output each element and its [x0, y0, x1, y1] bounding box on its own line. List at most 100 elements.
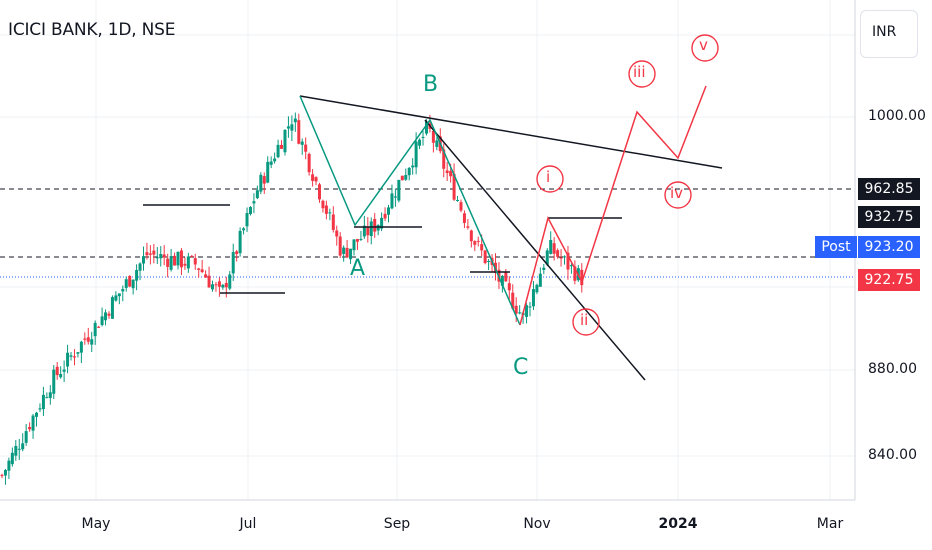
candle-body [245, 213, 249, 227]
drawings [143, 85, 723, 381]
candle-body [311, 174, 315, 181]
candle-body [404, 174, 408, 180]
candle-body [259, 174, 263, 192]
candle-body [573, 266, 577, 281]
candle-body [211, 284, 215, 290]
candle-body [424, 121, 428, 134]
candle-body [176, 251, 180, 266]
candle-body [62, 369, 66, 372]
chart-title: ICICI BANK, 1D, NSE [8, 20, 176, 40]
candle-body [224, 282, 228, 288]
candle-body [373, 218, 377, 232]
candle-body [48, 392, 52, 398]
candle-body [280, 144, 284, 149]
currency-button[interactable] [860, 10, 918, 58]
candle-body [121, 289, 125, 292]
impulse-wave [519, 85, 707, 326]
candle-body [35, 412, 39, 417]
candle-body [242, 228, 246, 231]
candle-body [383, 213, 387, 219]
candle-body [104, 312, 108, 321]
abc-wave [299, 95, 521, 326]
candle-body [580, 269, 584, 286]
candle-body [255, 190, 259, 199]
candle-body [3, 469, 7, 476]
wave-label-iii: iii [633, 63, 646, 81]
candle-body [304, 144, 308, 152]
candle-body [563, 256, 567, 258]
candle-body [66, 352, 70, 367]
candle-body [414, 141, 418, 168]
candle-body [407, 167, 411, 176]
candle-body [480, 244, 484, 251]
candle-body [273, 158, 277, 162]
candle-body [355, 239, 359, 242]
candle-body [442, 149, 446, 169]
candle-body [514, 305, 518, 314]
candle-body [566, 252, 570, 270]
candle-body [321, 200, 325, 209]
candle-body [10, 452, 14, 465]
candle-body [418, 139, 422, 146]
candle-body [300, 141, 304, 145]
time-tick-2024: 2024 [658, 516, 698, 532]
candle-body [538, 273, 542, 287]
candle-body [69, 355, 73, 357]
time-tick-may: May [81, 516, 111, 532]
candle-body [124, 279, 128, 288]
candle-body [262, 176, 266, 184]
candle-body [362, 225, 366, 237]
candle-body [376, 225, 380, 231]
time-tick-sep: Sep [383, 516, 411, 532]
candle-body [431, 130, 435, 143]
time-tick-jul: Jul [239, 516, 257, 532]
horizontal-levels [0, 188, 855, 278]
candle-body [290, 124, 294, 131]
candle-body [483, 250, 487, 264]
candle-body [141, 256, 145, 264]
candle-body [90, 339, 94, 345]
candle-body [173, 255, 177, 266]
candle-body [24, 431, 28, 443]
candle-body [200, 269, 204, 273]
wave-label-C: C [513, 355, 529, 380]
candle-body [28, 426, 32, 430]
candle-body [179, 250, 183, 268]
candle-body [317, 184, 321, 200]
level-badge-932[interactable]: 932.75 [858, 206, 920, 228]
candle-body [335, 230, 339, 237]
candle-body [390, 193, 394, 209]
down-trendline [424, 119, 646, 381]
price-tick-1000: 1000.00 [868, 108, 926, 124]
candle-body [231, 252, 235, 274]
currency-label: INR [872, 24, 897, 40]
candle-body [511, 292, 515, 309]
candle-body [214, 284, 218, 286]
candle-body [252, 201, 256, 204]
candle-body [145, 252, 149, 256]
post-price-badge: 923.20 [858, 236, 920, 258]
candle-body [83, 338, 87, 340]
resistance-trendline [299, 95, 723, 169]
time-tick-nov: Nov [523, 516, 551, 532]
candle-body [114, 295, 118, 301]
candle-body [100, 316, 104, 326]
candle-body [331, 214, 335, 230]
candle-body [269, 161, 273, 165]
candle-body [7, 460, 11, 471]
candle-body [452, 173, 456, 200]
wave-label-i: i [546, 168, 551, 186]
candle-body [466, 226, 470, 228]
candle-body [545, 250, 549, 265]
candle-body [17, 448, 21, 450]
candle-body [421, 136, 425, 138]
candle-body [549, 239, 553, 254]
candle-body [128, 276, 132, 287]
candle-body [93, 322, 97, 337]
candle-body [349, 248, 353, 260]
wave-label-B: B [423, 72, 439, 97]
post-market-label: Post [815, 236, 857, 258]
level-badge-962[interactable]: 962.85 [858, 178, 920, 200]
candle-body [297, 120, 301, 144]
